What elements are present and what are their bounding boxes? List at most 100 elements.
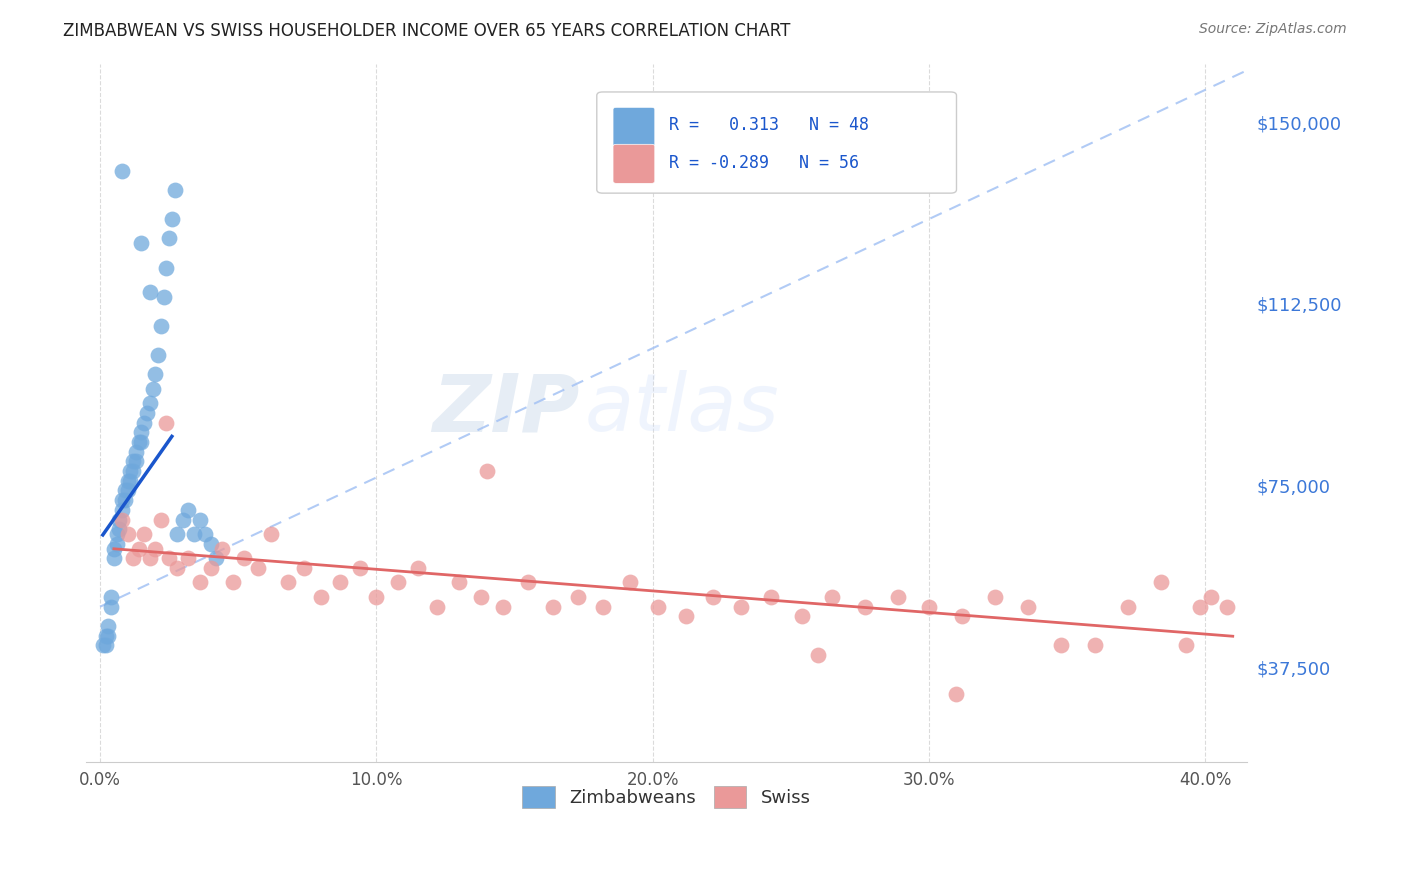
Point bbox=[105, 527, 128, 541]
Point bbox=[155, 260, 177, 275]
Point bbox=[1017, 599, 1039, 614]
Point bbox=[211, 541, 233, 556]
Point bbox=[1084, 639, 1107, 653]
Point bbox=[122, 464, 145, 478]
Point bbox=[246, 561, 269, 575]
Point bbox=[125, 444, 148, 458]
Point bbox=[134, 416, 156, 430]
Point bbox=[1188, 599, 1211, 614]
Text: ZIP: ZIP bbox=[432, 370, 579, 449]
Point bbox=[105, 537, 128, 551]
Point bbox=[918, 599, 941, 614]
Point bbox=[94, 629, 117, 643]
Point bbox=[139, 396, 162, 410]
Point bbox=[1199, 590, 1222, 604]
Point bbox=[277, 575, 299, 590]
Point bbox=[166, 561, 188, 575]
Point bbox=[139, 285, 162, 299]
Point bbox=[950, 609, 973, 624]
Point bbox=[309, 590, 332, 604]
Point bbox=[294, 561, 316, 575]
Legend: Zimbabweans, Swiss: Zimbabweans, Swiss bbox=[515, 779, 818, 815]
Point bbox=[1050, 639, 1073, 653]
Point bbox=[349, 561, 371, 575]
Point bbox=[387, 575, 409, 590]
Point bbox=[470, 590, 492, 604]
Point bbox=[117, 483, 139, 498]
Point bbox=[136, 406, 159, 420]
Point bbox=[205, 551, 228, 566]
Point bbox=[567, 590, 589, 604]
Point bbox=[945, 687, 967, 701]
Point bbox=[232, 551, 254, 566]
Point bbox=[163, 183, 186, 197]
Point bbox=[730, 599, 752, 614]
Text: R = -0.289   N = 56: R = -0.289 N = 56 bbox=[669, 154, 859, 172]
Point bbox=[166, 527, 188, 541]
Point bbox=[155, 416, 177, 430]
Point bbox=[984, 590, 1007, 604]
Point bbox=[200, 561, 222, 575]
Point bbox=[887, 590, 910, 604]
Point bbox=[492, 599, 515, 614]
Text: Source: ZipAtlas.com: Source: ZipAtlas.com bbox=[1199, 22, 1347, 37]
Point bbox=[94, 639, 117, 653]
Point bbox=[183, 527, 205, 541]
Point bbox=[117, 474, 139, 488]
FancyBboxPatch shape bbox=[596, 92, 956, 194]
Point bbox=[103, 551, 125, 566]
Point bbox=[790, 609, 813, 624]
Point bbox=[108, 512, 131, 526]
Point bbox=[122, 551, 145, 566]
Point bbox=[114, 493, 136, 508]
Point bbox=[188, 512, 211, 526]
Point bbox=[194, 527, 217, 541]
Point bbox=[146, 348, 169, 362]
Point bbox=[807, 648, 830, 663]
Point bbox=[111, 512, 134, 526]
Point bbox=[131, 236, 153, 251]
Point bbox=[125, 454, 148, 468]
Point bbox=[111, 163, 134, 178]
Point bbox=[157, 551, 180, 566]
Point bbox=[541, 599, 564, 614]
Point bbox=[172, 512, 194, 526]
Point bbox=[619, 575, 641, 590]
Point bbox=[157, 231, 180, 245]
Point bbox=[188, 575, 211, 590]
Point bbox=[108, 522, 131, 536]
Point bbox=[406, 561, 429, 575]
Point bbox=[702, 590, 724, 604]
Text: ZIMBABWEAN VS SWISS HOUSEHOLDER INCOME OVER 65 YEARS CORRELATION CHART: ZIMBABWEAN VS SWISS HOUSEHOLDER INCOME O… bbox=[63, 22, 790, 40]
Point bbox=[821, 590, 844, 604]
Point bbox=[221, 575, 243, 590]
Point bbox=[131, 435, 153, 450]
Point bbox=[592, 599, 614, 614]
Point bbox=[200, 537, 222, 551]
Point bbox=[120, 464, 142, 478]
Point bbox=[1116, 599, 1139, 614]
Point bbox=[128, 435, 150, 450]
Point bbox=[120, 474, 142, 488]
Point bbox=[517, 575, 540, 590]
Point bbox=[100, 599, 122, 614]
Point bbox=[853, 599, 876, 614]
Point bbox=[366, 590, 388, 604]
Point bbox=[131, 425, 153, 440]
Point bbox=[143, 367, 166, 381]
Point bbox=[91, 639, 114, 653]
Point bbox=[426, 599, 449, 614]
Point bbox=[475, 464, 498, 478]
Point bbox=[139, 551, 162, 566]
Point bbox=[160, 212, 183, 227]
Point bbox=[134, 527, 156, 541]
Point bbox=[152, 290, 174, 304]
Point bbox=[149, 512, 172, 526]
Point bbox=[177, 503, 200, 517]
Point bbox=[117, 527, 139, 541]
Point bbox=[97, 619, 120, 633]
Point bbox=[111, 503, 134, 517]
Point bbox=[1174, 639, 1197, 653]
Point bbox=[141, 382, 163, 396]
Point bbox=[100, 590, 122, 604]
